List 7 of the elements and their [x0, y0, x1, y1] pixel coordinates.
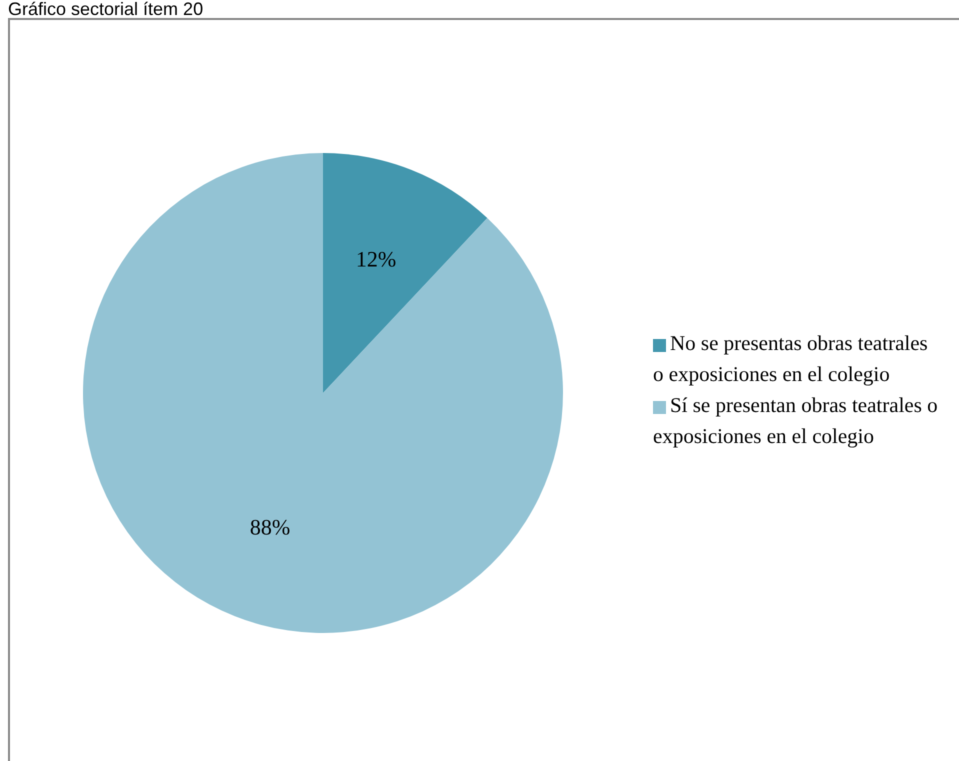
legend-label: No se presentas obras teatrales o exposiciones en el colegio: [653, 331, 928, 386]
chart-title: Gráfico sectorial ítem 20: [8, 0, 204, 19]
data-label: 12%: [356, 246, 396, 272]
data-label: 88%: [250, 514, 290, 540]
legend-label: Sí se presentan obras teatrales o exposiciones en el colegio: [653, 393, 938, 448]
pie-slice: [83, 153, 563, 633]
pie-slice: [323, 153, 488, 393]
